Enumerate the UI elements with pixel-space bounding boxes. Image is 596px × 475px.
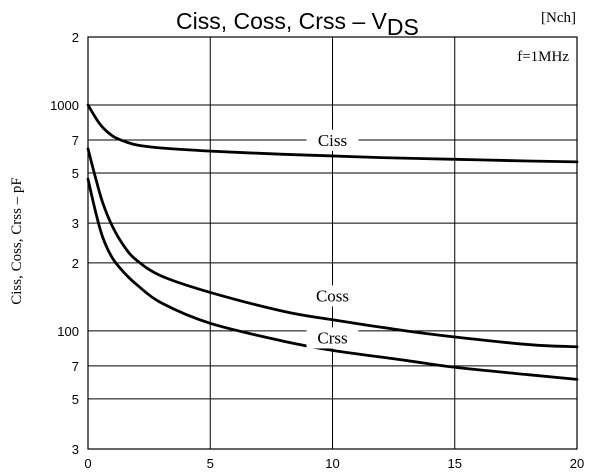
x-tick-label-5: 5 (207, 456, 214, 471)
series-label-coss: Coss (316, 286, 349, 305)
x-tick-label-20: 20 (570, 456, 584, 471)
series-label-crss: Crss (317, 328, 347, 347)
frequency-note-background (480, 44, 572, 66)
y-tick-label-700: 7 (72, 133, 79, 148)
y-tick-label-50: 5 (72, 392, 79, 407)
curve-ciss (86, 103, 579, 164)
y-tick-label-300: 3 (72, 216, 79, 231)
chart-title-subscript: DS (387, 14, 419, 40)
series-label-background-coss (306, 285, 359, 307)
plot-frame (87, 36, 578, 450)
grid-layer (88, 37, 577, 449)
curve-crss (86, 177, 579, 381)
y-tick-label-200: 2 (72, 256, 79, 271)
x-tick-label-15: 15 (448, 456, 462, 471)
channel-tag: [Nch] (541, 10, 576, 26)
series-label-background-crss (306, 327, 359, 349)
y-tick-label-70: 7 (72, 359, 79, 374)
y-axis-label: Ciss, Coss, Crss – pF (9, 177, 25, 305)
chart-title-main: Ciss, Coss, Crss – V (176, 8, 388, 34)
curve-layer: Ciss Coss Crss (86, 103, 579, 381)
chart-title: Ciss, Coss, Crss – VDS (176, 8, 419, 40)
frequency-note: f=1MHz (517, 49, 569, 65)
y-tick-label-1000: 1000 (50, 98, 79, 113)
y-tick-label-500: 5 (72, 166, 79, 181)
x-tick-label-10: 10 (325, 456, 339, 471)
x-tick-label-0: 0 (84, 456, 91, 471)
curve-coss (86, 147, 579, 349)
y-tick-label-100: 100 (57, 324, 79, 339)
y-tick-label-30: 3 (72, 442, 79, 457)
series-label-background-ciss (306, 129, 359, 151)
series-label-ciss: Ciss (318, 131, 347, 150)
y-tick-label-2000: 2 (72, 30, 79, 45)
